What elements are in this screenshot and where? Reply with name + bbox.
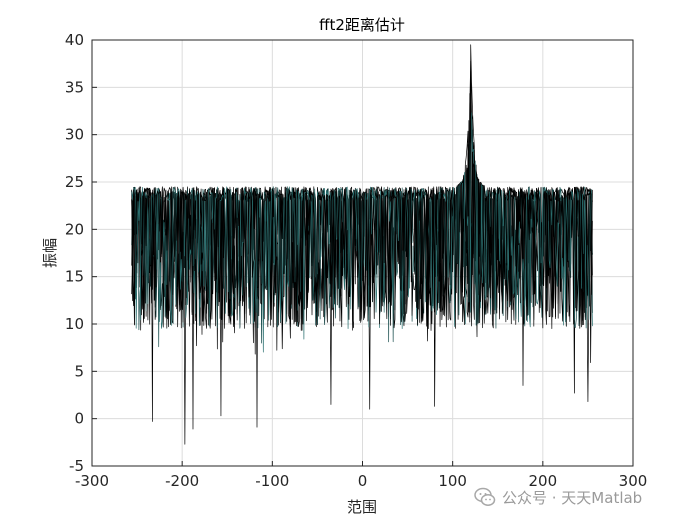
fft-series-line bbox=[131, 60, 593, 350]
x-tick-label: 0 bbox=[358, 472, 368, 490]
y-tick-label: 25 bbox=[65, 173, 84, 191]
watermark: 公众号 · 天天Matlab bbox=[474, 484, 642, 510]
x-tick-label: -100 bbox=[255, 472, 289, 490]
watermark-text: 公众号 · 天天Matlab bbox=[502, 488, 643, 507]
y-tick-label: -5 bbox=[69, 457, 84, 475]
y-tick-label: 40 bbox=[65, 31, 84, 49]
y-tick-label: 30 bbox=[65, 126, 84, 144]
chart-title: fft2距离估计 bbox=[319, 16, 405, 34]
y-tick-label: 0 bbox=[74, 410, 84, 428]
wechat-icon bbox=[474, 487, 496, 506]
x-axis-label: 范围 bbox=[347, 498, 377, 516]
fft-series-line bbox=[131, 112, 593, 353]
y-tick-label: 15 bbox=[65, 268, 84, 286]
plot-series bbox=[131, 44, 593, 445]
y-tick-label: 35 bbox=[65, 78, 84, 96]
x-tick-label: 200 bbox=[529, 472, 558, 490]
x-tick-label: 300 bbox=[619, 472, 648, 490]
y-tick-label: 20 bbox=[65, 220, 84, 238]
axis-ticks: -300 -200 -100 0 100 200 300 -5 0 5 10 15 20 25 30 35 40 bbox=[65, 31, 647, 490]
x-tick-label: 100 bbox=[438, 472, 467, 490]
x-tick-label: -300 bbox=[75, 472, 109, 490]
x-tick-label: -200 bbox=[165, 472, 199, 490]
y-tick-label: 5 bbox=[74, 362, 84, 380]
y-axis-label: 振幅 bbox=[41, 238, 59, 268]
y-tick-label: 10 bbox=[65, 315, 84, 333]
